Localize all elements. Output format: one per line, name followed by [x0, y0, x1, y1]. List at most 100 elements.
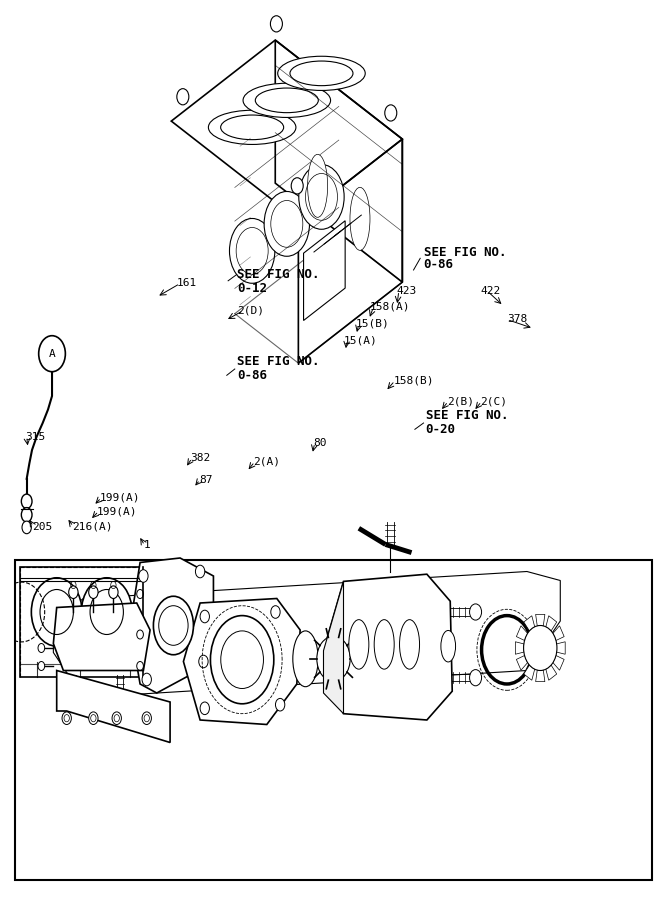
Text: 216(A): 216(A)	[72, 521, 113, 532]
Circle shape	[89, 586, 98, 598]
Circle shape	[38, 644, 45, 652]
Ellipse shape	[441, 630, 456, 662]
Text: 158(B): 158(B)	[394, 375, 434, 386]
Polygon shape	[53, 603, 150, 670]
Text: 422: 422	[480, 285, 500, 296]
Polygon shape	[275, 40, 402, 283]
Text: 87: 87	[199, 474, 212, 485]
Ellipse shape	[153, 596, 193, 655]
Circle shape	[317, 636, 350, 681]
Text: SEE FIG NO.: SEE FIG NO.	[237, 268, 319, 281]
Bar	[15, 560, 652, 880]
Circle shape	[291, 177, 303, 194]
Polygon shape	[553, 626, 564, 641]
Text: 0-86: 0-86	[424, 258, 454, 271]
Text: 0-20: 0-20	[426, 423, 456, 436]
Polygon shape	[183, 598, 300, 724]
Circle shape	[270, 15, 282, 32]
Circle shape	[109, 586, 118, 598]
Polygon shape	[557, 642, 565, 654]
Polygon shape	[303, 220, 345, 320]
Polygon shape	[298, 140, 402, 364]
Polygon shape	[516, 655, 528, 670]
Text: A: A	[49, 348, 55, 359]
Ellipse shape	[208, 110, 296, 144]
Circle shape	[139, 570, 148, 582]
Text: 1: 1	[143, 540, 150, 551]
Text: 2(D): 2(D)	[237, 305, 263, 316]
Circle shape	[221, 631, 263, 688]
Circle shape	[81, 578, 132, 646]
Text: 378: 378	[507, 314, 527, 325]
Circle shape	[200, 702, 209, 715]
Ellipse shape	[264, 192, 309, 256]
Text: 15(A): 15(A)	[344, 335, 378, 346]
Polygon shape	[130, 558, 213, 693]
Ellipse shape	[400, 619, 420, 670]
Text: 80: 80	[313, 437, 327, 448]
Text: 315: 315	[25, 431, 45, 442]
Text: 423: 423	[397, 285, 417, 296]
Ellipse shape	[277, 56, 366, 90]
Text: 158(A): 158(A)	[370, 302, 411, 312]
Circle shape	[69, 586, 78, 598]
Polygon shape	[57, 670, 170, 742]
Ellipse shape	[210, 616, 273, 704]
Circle shape	[524, 626, 557, 670]
Ellipse shape	[350, 187, 370, 250]
Circle shape	[21, 508, 32, 522]
Circle shape	[470, 670, 482, 686]
Circle shape	[199, 655, 208, 668]
Ellipse shape	[229, 219, 275, 284]
Text: 199(A): 199(A)	[97, 506, 137, 517]
Ellipse shape	[299, 165, 344, 230]
Circle shape	[22, 521, 31, 534]
Circle shape	[142, 673, 151, 686]
Text: SEE FIG NO.: SEE FIG NO.	[426, 410, 508, 422]
Circle shape	[38, 662, 45, 670]
Text: SEE FIG NO.: SEE FIG NO.	[237, 356, 319, 368]
Circle shape	[89, 712, 98, 724]
Text: 2(A): 2(A)	[253, 456, 280, 467]
Polygon shape	[516, 626, 528, 641]
Text: 161: 161	[177, 278, 197, 289]
Circle shape	[21, 494, 32, 508]
Circle shape	[200, 610, 209, 623]
Polygon shape	[524, 665, 535, 680]
Text: 0-12: 0-12	[237, 282, 267, 294]
Text: SEE FIG NO.: SEE FIG NO.	[424, 246, 506, 258]
Circle shape	[195, 565, 205, 578]
Ellipse shape	[243, 83, 331, 117]
Polygon shape	[20, 567, 143, 677]
Circle shape	[31, 578, 82, 646]
Circle shape	[39, 336, 65, 372]
Text: 15(B): 15(B)	[356, 319, 390, 329]
Text: 0-86: 0-86	[237, 369, 267, 382]
Circle shape	[177, 88, 189, 104]
Polygon shape	[536, 670, 545, 681]
Circle shape	[271, 606, 280, 618]
Polygon shape	[171, 40, 402, 220]
Ellipse shape	[293, 631, 318, 687]
Polygon shape	[553, 655, 564, 670]
Text: 199(A): 199(A)	[100, 492, 141, 503]
Circle shape	[470, 604, 482, 620]
Circle shape	[112, 712, 121, 724]
Circle shape	[142, 712, 151, 724]
Polygon shape	[536, 615, 545, 626]
Circle shape	[275, 698, 285, 711]
Polygon shape	[524, 616, 535, 631]
Polygon shape	[516, 642, 524, 654]
Polygon shape	[546, 665, 557, 680]
Polygon shape	[323, 581, 344, 714]
Circle shape	[385, 104, 397, 121]
Ellipse shape	[374, 619, 394, 670]
Polygon shape	[323, 574, 452, 720]
Polygon shape	[546, 616, 557, 631]
Text: 382: 382	[190, 453, 210, 464]
Text: 205: 205	[32, 521, 52, 532]
Text: 2(B): 2(B)	[447, 396, 474, 407]
Ellipse shape	[307, 154, 327, 217]
Text: 2(C): 2(C)	[480, 396, 507, 407]
Ellipse shape	[349, 619, 369, 670]
